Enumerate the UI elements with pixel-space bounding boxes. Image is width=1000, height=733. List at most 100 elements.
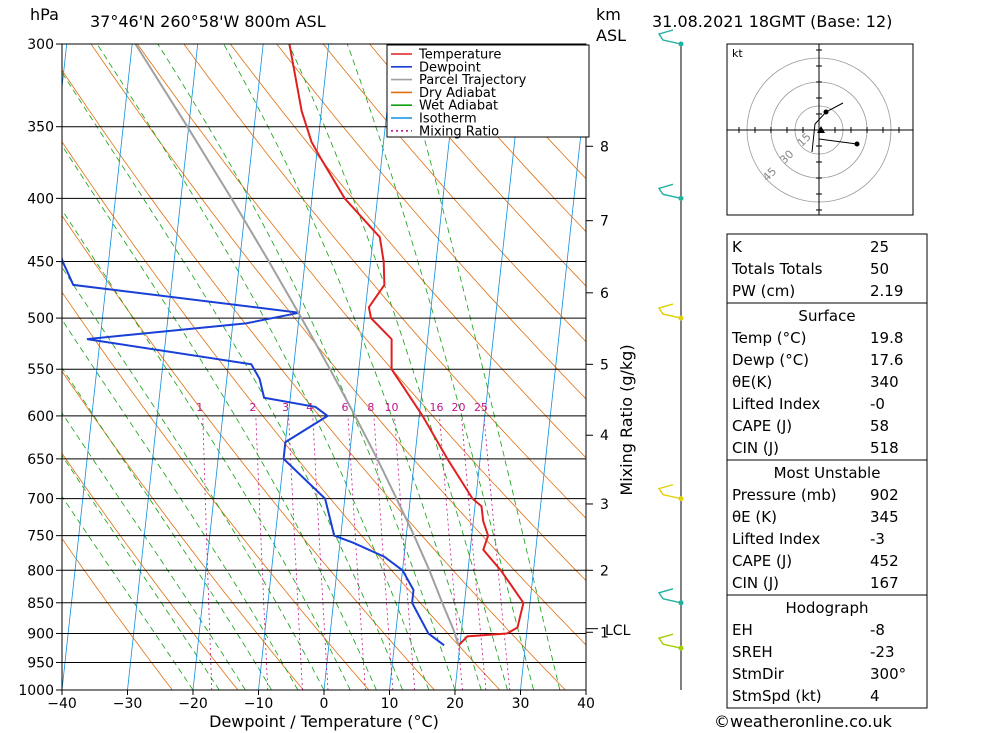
- height-unit-km: km: [596, 5, 621, 24]
- km-tick-label: 5: [600, 357, 609, 373]
- table-value: 50: [870, 260, 889, 278]
- table-value: 300°: [870, 665, 906, 683]
- dry-adiabat: [276, 44, 586, 400]
- table-value: 25: [870, 238, 889, 256]
- km-tick-label: 4: [600, 428, 609, 444]
- table-label: CIN (J): [732, 439, 779, 457]
- table-value: -23: [870, 643, 895, 661]
- mixing-ratio-label: 1: [196, 401, 203, 414]
- wet-adiabat: [62, 144, 377, 690]
- table-label: Totals Totals: [731, 260, 823, 278]
- isotherm: [192, 44, 264, 690]
- table-box: [726, 594, 928, 709]
- dry-adiabat: [322, 44, 586, 343]
- pressure-tick-label: 850: [27, 596, 54, 612]
- table-value: 902: [870, 486, 899, 504]
- table-value: 2.19: [870, 282, 903, 300]
- table-value: 452: [870, 552, 899, 570]
- legend-label: Isotherm: [419, 112, 477, 127]
- temperature-tick-label: 30: [512, 696, 530, 712]
- wind-barb: [657, 483, 682, 500]
- wet-adiabat: [62, 266, 325, 690]
- wet-adiabat: [397, 44, 561, 690]
- pressure-tick-label: 750: [27, 529, 54, 545]
- table-label: EH: [732, 621, 753, 639]
- table-label: θE (K): [732, 508, 777, 526]
- mixing-ratio-label: 20: [451, 401, 465, 414]
- isotherm: [127, 44, 199, 690]
- mixing-ratio-label: 6: [342, 401, 349, 414]
- table-label: CIN (J): [732, 574, 779, 592]
- profile-dewpoint: [62, 255, 445, 647]
- storm-motion-vector: [818, 138, 858, 145]
- hodograph-trace: [811, 102, 844, 153]
- isotherms: [0, 44, 586, 690]
- pressure-tick-label: 300: [27, 37, 54, 53]
- table-value: -3: [870, 530, 885, 548]
- mixing-ratio-line: [439, 415, 463, 690]
- table-label: Lifted Index: [732, 530, 820, 548]
- legend-label: Mixing Ratio: [419, 124, 499, 139]
- temperature-tick-label: −30: [113, 696, 143, 712]
- wet-adiabat: [288, 44, 508, 690]
- wet-adiabat: [346, 44, 534, 690]
- mixing-ratio-label: 16: [429, 401, 443, 414]
- pressure-tick-label: 650: [27, 452, 54, 468]
- temperature-tick-label: 0: [320, 696, 329, 712]
- isotherm: [0, 44, 1, 690]
- pressure-tick-labels: 300 350 400 450 500 550 600 650 700 750 800 850 900 9…: [18, 37, 62, 699]
- temperature-tick-label: −10: [244, 696, 274, 712]
- lcl-label: LCL: [605, 623, 631, 639]
- pressure-tick-label: 950: [27, 655, 54, 671]
- isotherm: [323, 44, 395, 690]
- km-tick-label: 2: [600, 563, 609, 579]
- pressure-tick-label: 350: [27, 120, 54, 136]
- table-value: 19.8: [870, 329, 903, 347]
- table-label: Dewp (°C): [732, 351, 809, 369]
- profile-temperature: [288, 44, 525, 647]
- wet-adiabat: [62, 495, 194, 690]
- pressure-tick-label: 800: [27, 563, 54, 579]
- wind-barb: [657, 29, 682, 45]
- table-label: SREH: [732, 643, 773, 661]
- table-value: 17.6: [870, 351, 903, 369]
- station-title: 37°46'N 260°58'W 800m ASL: [90, 12, 326, 31]
- legend-box: [386, 44, 590, 138]
- mixing-ratio-lines: [202, 415, 511, 690]
- wind-barb: [657, 183, 682, 200]
- mixing-ratio-line: [255, 415, 269, 690]
- table-title: Most Unstable: [774, 464, 881, 482]
- table-value: 4: [870, 687, 880, 705]
- datetime: 31.08.2021 18GMT (Base: 12): [652, 12, 892, 31]
- pressure-tick-label: 1000: [18, 683, 54, 699]
- mixing-ratio-label: 8: [367, 401, 374, 414]
- isobars: [62, 43, 586, 691]
- pressure-unit: hPa: [30, 5, 59, 24]
- dry-adiabat: [415, 44, 586, 233]
- copyright: ©weatheronline.co.uk: [714, 712, 893, 731]
- wind-barb: [657, 588, 682, 604]
- mixing-ratio-label: 4: [306, 401, 313, 414]
- mixing-ratio-label: 2: [249, 401, 256, 414]
- table-title: Surface: [798, 307, 855, 325]
- plot-frame: [61, 43, 587, 691]
- isotherm: [454, 44, 526, 690]
- dry-adiabat: [62, 537, 173, 690]
- temperature-tick-label: 40: [577, 696, 595, 712]
- table-box: [726, 302, 928, 461]
- table-label: StmSpd (kt): [732, 687, 822, 705]
- table-value: 518: [870, 439, 899, 457]
- mixing-ratio-line: [483, 415, 511, 690]
- table-label: θE(K): [732, 373, 772, 391]
- wind-barb-column: [657, 29, 684, 690]
- km-tick-label: 3: [600, 497, 609, 513]
- isotherm: [258, 44, 330, 690]
- wind-barb: [657, 303, 682, 319]
- isotherm: [520, 83, 586, 690]
- wind-barb: [657, 633, 682, 649]
- legend-label: Wet Adiabat: [419, 99, 498, 114]
